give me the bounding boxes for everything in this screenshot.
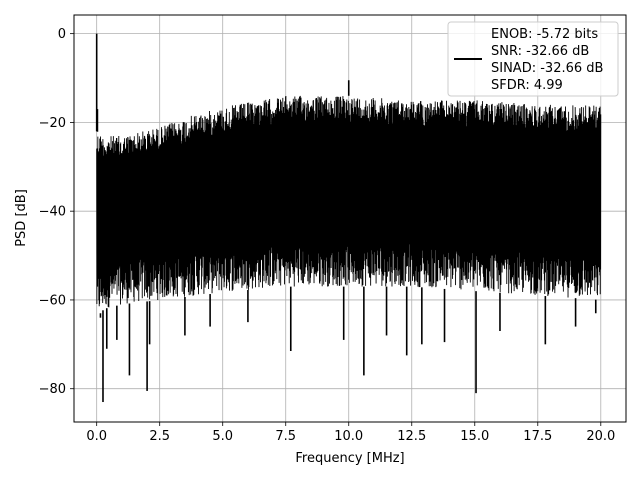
x-tick-label: 10.0 [334,429,363,444]
x-tick-label: 15.0 [460,429,489,444]
x-tick-label: 0.0 [86,429,107,444]
x-tick-label: 7.5 [275,429,296,444]
y-axis-label: PSD [dB] [14,189,29,247]
y-tick-label: 0 [58,27,66,42]
legend-line-sinad: SINAD: -32.66 dB [491,61,603,76]
x-axis-label: Frequency [MHz] [295,451,404,466]
y-tick-label: −40 [39,205,66,220]
legend: ENOB: -5.72 bits SNR: -32.66 dB SINAD: -… [447,21,619,97]
legend-box [447,21,619,97]
psd-trace [96,95,602,308]
legend-line-sfdr: SFDR: 4.99 [491,78,563,93]
x-tick-label: 2.5 [149,429,170,444]
y-axis-ticks: 0 −20 −40 −60 −80 [39,27,74,397]
x-tick-label: 20.0 [586,429,615,444]
plot-frame [73,14,627,423]
x-tick-label: 17.5 [523,429,552,444]
y-tick-label: −80 [39,382,66,397]
legend-line-snr: SNR: -32.66 dB [491,44,589,59]
x-tick-label: 12.5 [397,429,426,444]
x-axis-ticks: 0.0 2.5 5.0 7.5 10.0 12.5 15.0 17.5 20.0 [86,422,615,444]
series-psd [95,33,602,403]
y-tick-label: −60 [39,293,66,308]
legend-line-enob: ENOB: -5.72 bits [491,27,598,42]
x-tick-label: 5.0 [212,429,233,444]
y-tick-label: −20 [39,116,66,131]
